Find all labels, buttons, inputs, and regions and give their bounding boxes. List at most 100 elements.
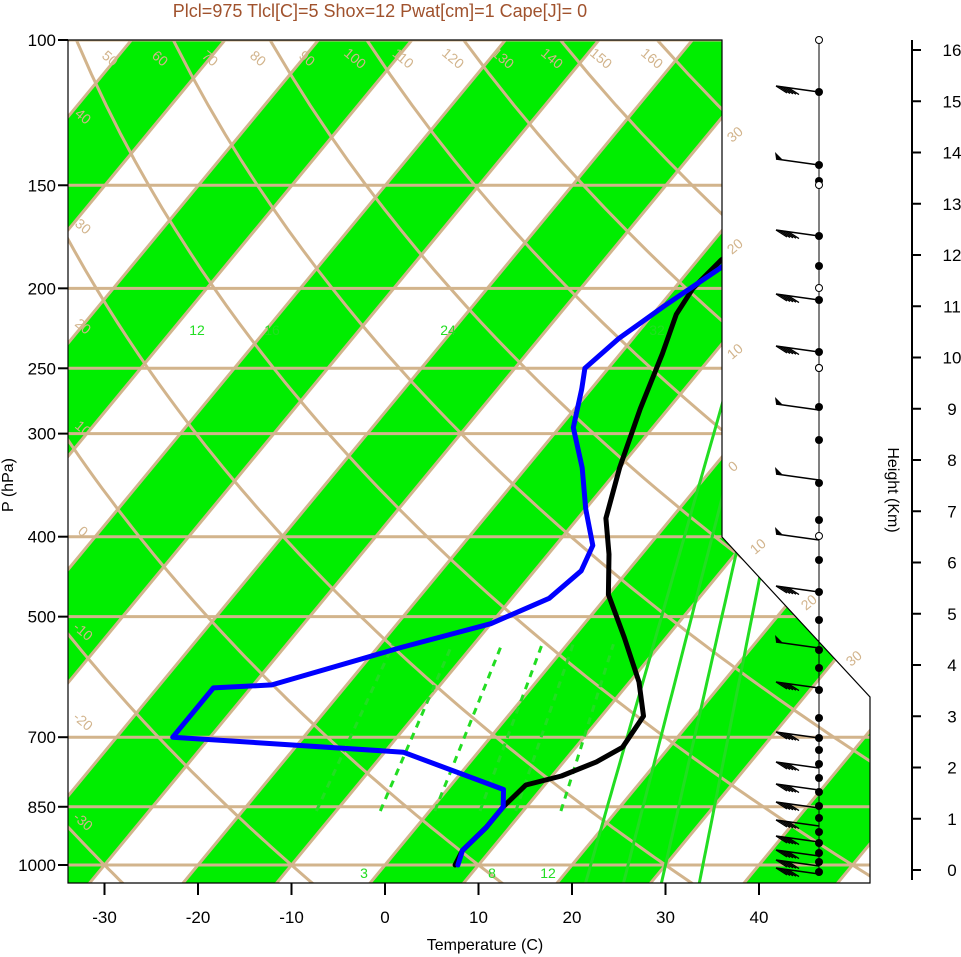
isotherm-label: 30 bbox=[843, 647, 865, 669]
wind-point bbox=[815, 828, 823, 836]
isotherm-line bbox=[729, 40, 870, 883]
wind-barb bbox=[775, 731, 820, 742]
mixing-ratio-label: 8 bbox=[488, 865, 496, 881]
y-tick-label: 200 bbox=[28, 279, 56, 298]
dry-adiabat bbox=[316, 40, 870, 883]
wind-point bbox=[815, 262, 823, 270]
y-tick-label: 250 bbox=[28, 359, 56, 378]
wind-barb bbox=[775, 152, 820, 166]
wind-point-hollow bbox=[815, 36, 823, 44]
wind-point-hollow bbox=[815, 181, 823, 189]
isotherm-line bbox=[68, 40, 386, 883]
wind-barb bbox=[775, 783, 820, 794]
height-tick-label: 4 bbox=[947, 656, 956, 675]
y-axis-label: P (hPa) bbox=[0, 458, 17, 512]
wind-point bbox=[815, 516, 823, 524]
height-tick-label: 1 bbox=[947, 810, 956, 829]
isotherm-label: -20 bbox=[70, 709, 96, 734]
wind-barb bbox=[775, 635, 820, 649]
mixing-ratio-line bbox=[514, 643, 575, 812]
isotherm-band bbox=[730, 40, 870, 883]
wind-barb bbox=[775, 585, 820, 596]
isotherm-label: 20 bbox=[724, 235, 746, 257]
x-tick-label: 20 bbox=[563, 908, 582, 927]
isotherm-line bbox=[68, 40, 480, 883]
isotherm-band bbox=[68, 40, 852, 883]
isotherm-label: 10 bbox=[724, 340, 746, 362]
isotherm-label: 120 bbox=[439, 45, 467, 72]
isotherm-line bbox=[0, 0, 10, 899]
height-tick-label: 3 bbox=[947, 707, 956, 726]
x-tick-label: 30 bbox=[656, 908, 675, 927]
x-tick-label: 10 bbox=[469, 908, 488, 927]
isotherm-band bbox=[68, 40, 478, 883]
temperature-profile bbox=[452, 51, 870, 868]
height-tick-label: 14 bbox=[943, 144, 961, 163]
wind-point-hollow bbox=[815, 532, 823, 540]
dry-adiabat bbox=[226, 40, 870, 883]
wind-barb bbox=[775, 527, 820, 541]
wind-point bbox=[815, 436, 823, 444]
dry-adiabat bbox=[68, 40, 525, 883]
x-axis-label: Temperature (C) bbox=[427, 937, 543, 954]
height-tick-label: 13 bbox=[943, 195, 961, 214]
height-tick-label: 12 bbox=[943, 246, 961, 265]
mixing-ratio-label: 32 bbox=[649, 322, 665, 338]
height-tick-label: 7 bbox=[947, 502, 956, 521]
mixing-ratio-label: 12 bbox=[189, 322, 205, 338]
mixing-ratio-label: 16 bbox=[264, 322, 280, 338]
plot-border bbox=[67, 39, 871, 884]
x-tick-label: -30 bbox=[92, 908, 117, 927]
height-tick-label: 2 bbox=[947, 759, 956, 778]
height-tick-label: 8 bbox=[947, 451, 956, 470]
isotherm-label: 10 bbox=[747, 535, 769, 557]
height-tick-label: 10 bbox=[943, 349, 961, 368]
isotherm-line bbox=[68, 40, 293, 883]
wind-point bbox=[815, 814, 823, 822]
wind-point bbox=[815, 802, 823, 810]
x-tick-label: 40 bbox=[750, 908, 769, 927]
chart-title: Plcl=975 Tlcl[C]=5 Shox=12 Pwat[cm]=1 Ca… bbox=[173, 1, 587, 21]
wind-point bbox=[815, 774, 823, 782]
isotherm-label: 80 bbox=[247, 47, 269, 69]
height-tick-label: 9 bbox=[947, 400, 956, 419]
isotherm-band bbox=[543, 40, 870, 883]
wind-barb bbox=[775, 467, 820, 481]
y-tick-label: 500 bbox=[28, 608, 56, 627]
isotherm-line bbox=[262, 40, 870, 883]
dry-adiabat bbox=[68, 40, 870, 883]
wind-point bbox=[815, 839, 823, 847]
wind-point bbox=[815, 556, 823, 564]
y-tick-label: 400 bbox=[28, 528, 56, 547]
isotherm-label: 160 bbox=[638, 45, 666, 72]
wind-barb bbox=[775, 85, 820, 96]
x-tick-label: -20 bbox=[186, 908, 211, 927]
wind-barb bbox=[775, 867, 820, 878]
y-tick-label: 100 bbox=[28, 31, 56, 50]
wind-point-hollow bbox=[815, 364, 823, 372]
wind-point bbox=[815, 746, 823, 754]
isotherm-line bbox=[68, 40, 667, 883]
y-tick-label: 700 bbox=[28, 728, 56, 747]
wind-point bbox=[815, 868, 823, 876]
wind-point-hollow bbox=[815, 284, 823, 292]
wind-point bbox=[815, 760, 823, 768]
isotherm-line bbox=[68, 40, 573, 883]
y-tick-label: 850 bbox=[28, 798, 56, 817]
mixing-ratio-line bbox=[579, 381, 730, 883]
height-tick-label: 5 bbox=[947, 605, 956, 624]
wind-point bbox=[815, 714, 823, 722]
wind-barb bbox=[775, 849, 820, 860]
height-tick-label: 16 bbox=[943, 41, 961, 60]
y-tick-label: 300 bbox=[28, 425, 56, 444]
wind-barb bbox=[775, 819, 820, 830]
x-tick-label: 0 bbox=[380, 908, 389, 927]
dry-adiabat bbox=[68, 40, 141, 883]
wind-barb bbox=[775, 761, 820, 772]
y-tick-label: 150 bbox=[28, 176, 56, 195]
mixing-ratio-line bbox=[433, 643, 504, 812]
wind-barb bbox=[775, 345, 820, 356]
wind-barb bbox=[775, 835, 820, 846]
